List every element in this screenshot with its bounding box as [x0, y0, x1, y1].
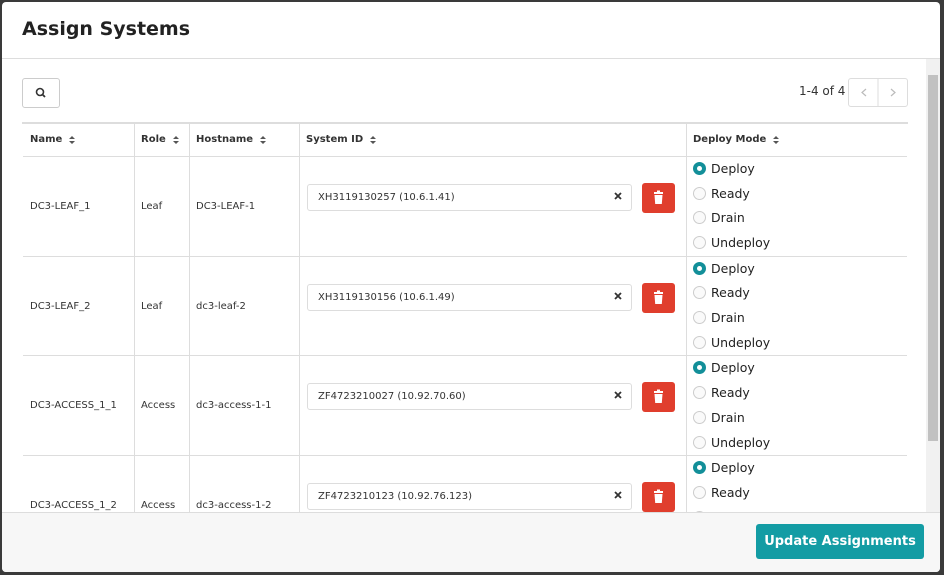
systems-table: Name Role Hostname System ID Deploy Mode DC3-…	[22, 122, 908, 512]
divider	[2, 512, 940, 513]
hostname: dc3-access-1-2	[196, 500, 272, 512]
radio-button[interactable]	[693, 311, 706, 325]
deploy-mode-option[interactable]: Deploy	[693, 161, 755, 176]
sort-icon[interactable]	[258, 135, 268, 145]
delete-button[interactable]	[642, 382, 675, 413]
search-button[interactable]	[22, 78, 60, 108]
clear-icon[interactable]	[614, 391, 622, 402]
radio-button[interactable]	[693, 236, 706, 250]
system-id: XH3119130257 (10.6.1.41)	[318, 192, 455, 203]
hostname: DC3-LEAF-1	[196, 201, 256, 212]
deploy-mode-option[interactable]: Deploy	[693, 360, 755, 375]
system-role: Leaf	[141, 300, 163, 312]
column-divider	[686, 123, 687, 512]
deploy-mode-option[interactable]: Undeploy	[693, 235, 770, 250]
radio-button[interactable]	[693, 435, 706, 449]
radio-button[interactable]	[693, 186, 706, 200]
clear-icon[interactable]	[614, 192, 622, 203]
search-icon	[35, 87, 46, 98]
divider	[2, 58, 940, 59]
sort-icon[interactable]	[171, 135, 181, 145]
modal-body: 1-4 of 4 Name Role Hostname System ID Deploy…	[2, 59, 926, 512]
deploy-mode-option[interactable]: Ready	[693, 186, 750, 201]
deploy-mode-option[interactable]: Ready	[693, 485, 750, 500]
column-divider	[299, 123, 300, 512]
system-name: DC3-LEAF_2	[30, 300, 91, 312]
clear-icon[interactable]	[614, 292, 622, 303]
system-name: DC3-ACCESS_1_2	[30, 500, 117, 512]
trash-icon	[654, 489, 663, 504]
radio-button[interactable]	[693, 211, 706, 225]
radio-button[interactable]	[693, 335, 706, 349]
system-role: Access	[141, 500, 176, 512]
scrollbar[interactable]	[926, 59, 940, 512]
pagination-buttons[interactable]	[848, 78, 908, 107]
column-divider	[134, 123, 135, 512]
trash-icon	[654, 290, 663, 304]
update-button[interactable]: Update Assignments	[756, 524, 924, 559]
scroll-thumb[interactable]	[928, 75, 938, 441]
row-divider	[23, 455, 907, 457]
deploy-mode-option[interactable]: Undeploy	[693, 435, 770, 450]
deploy-mode-option[interactable]: Undeploy	[693, 335, 770, 350]
column-header[interactable]: System ID	[306, 134, 364, 145]
trash-icon	[654, 389, 663, 404]
radio-button[interactable]	[693, 162, 706, 175]
modal-title: Assign Systems	[22, 18, 191, 40]
deploy-mode-option[interactable]: Deploy	[693, 460, 755, 475]
clear-icon[interactable]	[614, 491, 622, 502]
radio-button[interactable]	[693, 261, 706, 275]
deploy-mode-option[interactable]: Ready	[693, 385, 750, 400]
system-name: DC3-ACCESS_1_1	[30, 400, 117, 412]
sort-icon[interactable]	[368, 135, 378, 145]
radio-button[interactable]	[693, 361, 706, 375]
deploy-mode-option[interactable]: Deploy	[693, 261, 755, 276]
hostname: dc3-leaf-2	[196, 300, 246, 312]
column-divider	[189, 123, 190, 512]
radio-button[interactable]	[693, 286, 706, 300]
pagination-label: 1-4 of 4	[799, 84, 846, 98]
system-id: XH3119130156 (10.6.1.49)	[318, 291, 455, 303]
sort-icon[interactable]	[67, 135, 77, 145]
system-name: DC3-LEAF_1	[30, 201, 91, 212]
column-header[interactable]: Hostname	[196, 134, 254, 145]
column-header[interactable]: Name	[30, 134, 63, 145]
system-role: Leaf	[141, 201, 163, 212]
row-divider	[23, 255, 907, 257]
deploy-mode-option[interactable]: Drain	[693, 310, 745, 325]
pagination-arrows	[861, 79, 896, 106]
system-id: ZF4723210027 (10.92.70.60)	[318, 391, 466, 403]
hostname: dc3-access-1-1	[196, 400, 272, 412]
row-divider	[23, 156, 907, 157]
delete-button[interactable]	[642, 183, 675, 213]
row-divider	[23, 355, 907, 357]
system-role: Access	[141, 400, 176, 412]
deploy-mode-option[interactable]: Drain	[693, 410, 745, 425]
trash-icon	[654, 190, 663, 204]
radio-button[interactable]	[693, 410, 706, 424]
deploy-mode-option[interactable]: Drain	[693, 210, 745, 225]
radio-button[interactable]	[693, 485, 706, 499]
system-id-select[interactable]: XH3119130156 (10.6.1.49)	[307, 283, 632, 311]
system-id-select[interactable]: ZF4723210123 (10.92.76.123)	[307, 483, 632, 511]
delete-button[interactable]	[642, 482, 675, 512]
sort-icon[interactable]	[771, 135, 781, 145]
system-id-select[interactable]: ZF4723210027 (10.92.70.60)	[307, 383, 632, 411]
system-id: ZF4723210123 (10.92.76.123)	[318, 491, 473, 503]
system-id-select[interactable]: XH3119130257 (10.6.1.41)	[307, 184, 632, 211]
column-header[interactable]: Role	[141, 134, 166, 145]
deploy-mode-option[interactable]: Ready	[693, 285, 750, 300]
delete-button[interactable]	[642, 282, 675, 313]
radio-button[interactable]	[693, 461, 706, 475]
radio-button[interactable]	[693, 386, 706, 400]
column-header[interactable]: Deploy Mode	[693, 134, 767, 145]
